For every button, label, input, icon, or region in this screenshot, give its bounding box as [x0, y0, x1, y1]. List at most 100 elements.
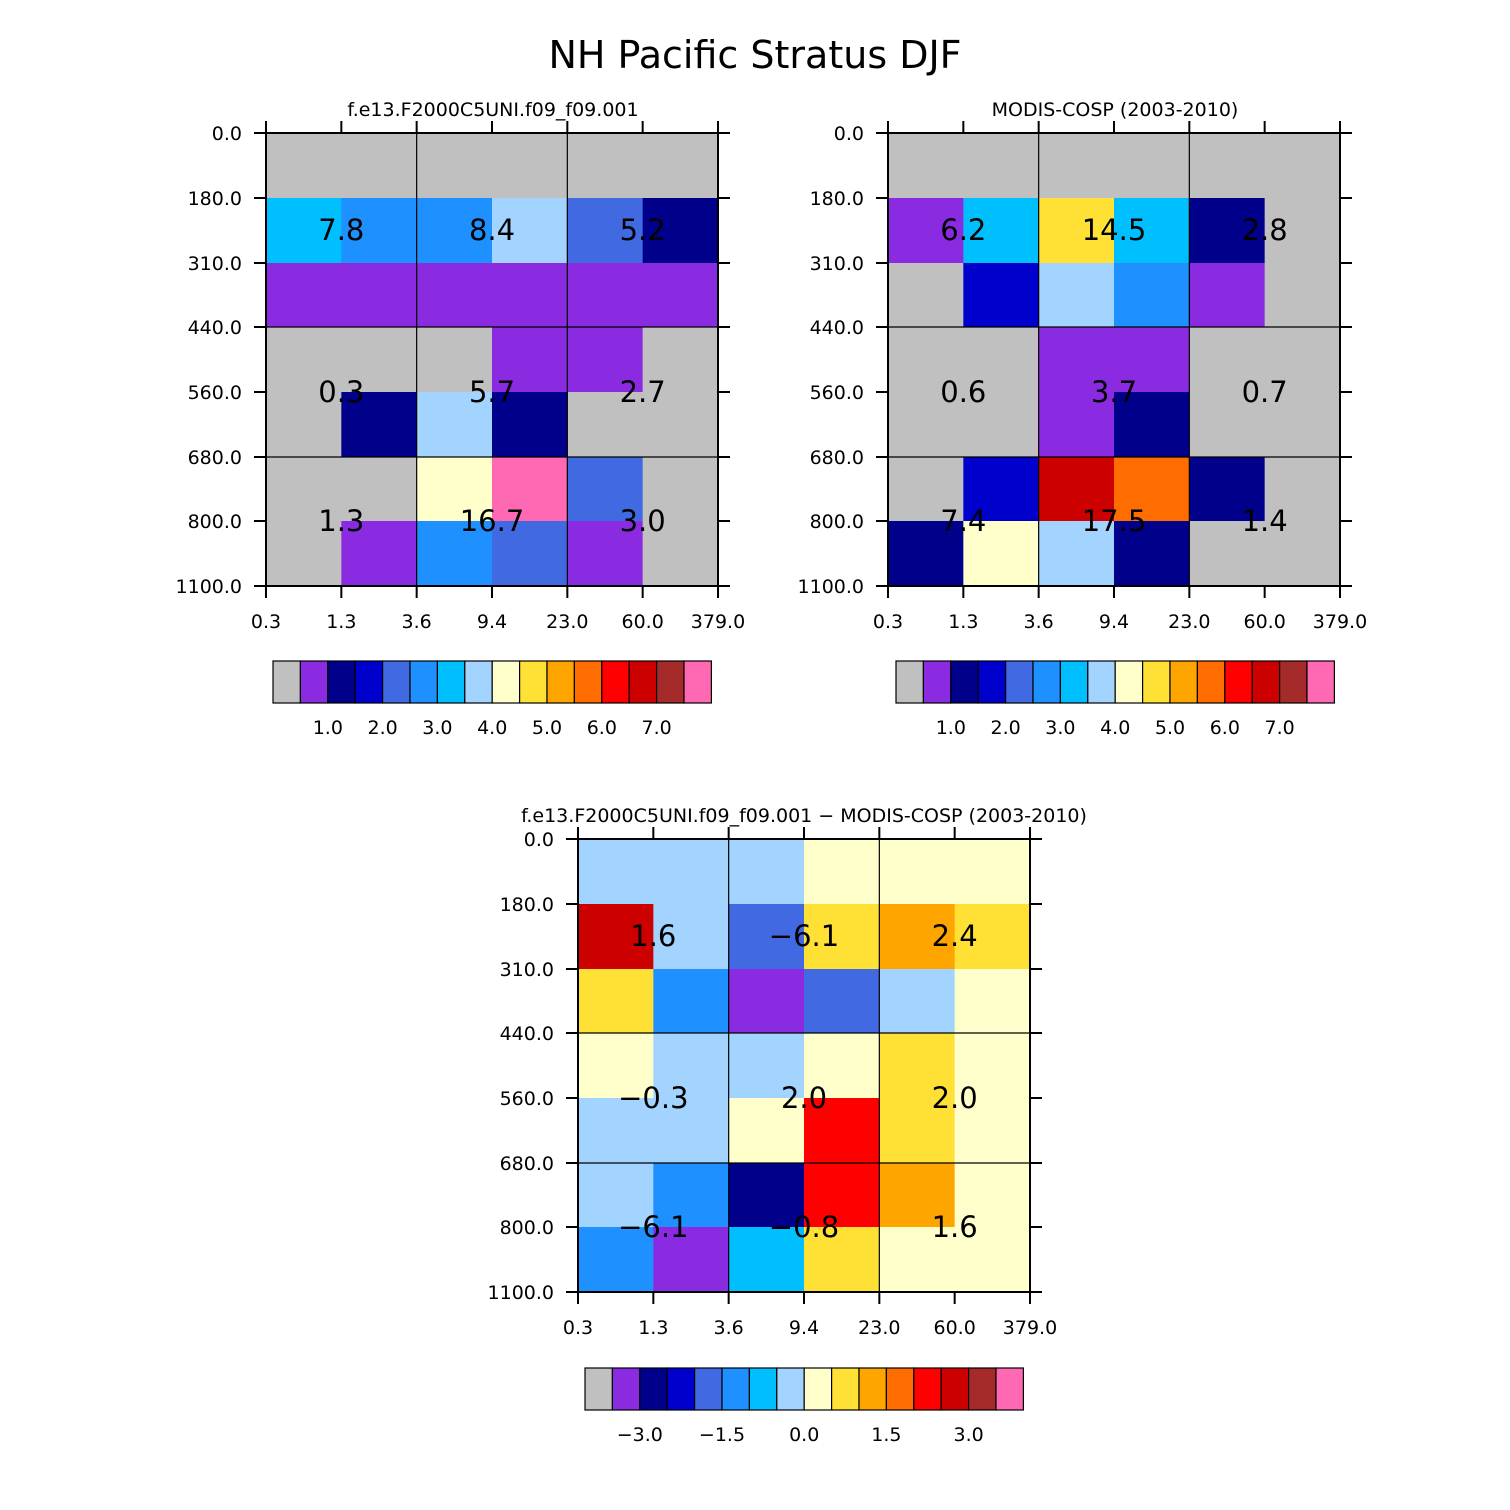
colorbar-box: [1032, 660, 1061, 704]
x-tick-label: 1.3: [638, 1317, 668, 1339]
colorbar-box: [748, 1367, 778, 1411]
data-label: −6.1: [618, 1210, 688, 1244]
colorbar-label: 5.0: [532, 717, 562, 739]
heatmap-cell: [266, 327, 342, 393]
heatmap-cell: [642, 133, 719, 199]
x-tick-label: 23.0: [546, 611, 588, 633]
data-label: 5.7: [469, 375, 515, 409]
heatmap-cell: [341, 521, 418, 587]
y-tick-label: 680.0: [188, 447, 242, 469]
heatmap-cell: [804, 904, 880, 970]
heatmap-cell: [888, 327, 964, 393]
y-tick-label: 560.0: [500, 1088, 554, 1110]
heatmap-cell: [963, 521, 1040, 587]
colorbar-box: [1278, 660, 1308, 704]
heatmap-cell: [266, 457, 342, 522]
colorbar-obs: 1.0 2.0 3.0 4.0 5.0 6.0 7.0: [895, 660, 1335, 739]
colorbar-box: [518, 660, 548, 704]
y-tick-label: 180.0: [810, 188, 864, 210]
data-label: 6.2: [940, 213, 986, 247]
colorbar-label: 7.0: [1264, 717, 1294, 739]
heatmap-cell: [888, 133, 964, 199]
heatmap-cell: [341, 392, 418, 458]
heatmap-cell: [954, 1098, 1031, 1164]
x-tick-label: 9.4: [1099, 611, 1129, 633]
heatmap-cell: [578, 1163, 654, 1228]
colorbar-box: [693, 1367, 723, 1411]
heatmap-cell: [653, 839, 730, 905]
x-tick-label: 23.0: [858, 1317, 900, 1339]
heatmap-cell: [642, 392, 719, 458]
heatmap-cell: [954, 839, 1031, 905]
heatmap-cell: [1038, 327, 1115, 393]
colorbar-box: [803, 1367, 833, 1411]
x-tick-label: 3.6: [714, 1317, 744, 1339]
data-label: 3.7: [1091, 375, 1137, 409]
heatmap-cell: [728, 904, 805, 970]
colorbar-box: [967, 1367, 997, 1411]
data-label: 5.2: [620, 213, 666, 247]
heatmap-cell: [954, 1033, 1031, 1099]
heatmap-cell: [879, 969, 956, 1034]
colorbar-label: 1.5: [871, 1424, 901, 1446]
colorbar-box: [272, 660, 301, 704]
colorbar-box: [922, 660, 952, 704]
heatmap-cell: [492, 392, 568, 458]
heatmap-cell: [1114, 133, 1190, 199]
colorbar-label: 2.0: [990, 717, 1020, 739]
heatmap-cell: [888, 198, 964, 264]
heatmap-cell: [954, 1227, 1031, 1293]
heatmap-cell: [963, 263, 1040, 328]
y-tick-label: 440.0: [500, 1023, 554, 1045]
panel-model: f.e13.F2000C5UNI.f09_f09.001 0.0 180.0 310…: [176, 99, 746, 633]
heatmap-cell: [1189, 133, 1266, 199]
heatmap-cell: [1189, 521, 1266, 587]
heatmap-cell: [578, 1098, 654, 1164]
y-tick-label: 560.0: [188, 382, 242, 404]
colorbar-box: [327, 660, 356, 704]
heatmap-cell: [1264, 457, 1341, 522]
heatmap-cell: [728, 839, 805, 905]
heatmap-cell: [416, 133, 493, 199]
colorbar-box: [584, 1367, 613, 1411]
heatmap-cell: [1264, 327, 1341, 393]
data-label: 2.8: [1242, 213, 1288, 247]
x-tick-label: 9.4: [789, 1317, 819, 1339]
heatmap-cell: [578, 1033, 654, 1099]
heatmap-cell: [341, 327, 418, 393]
y-tick-label: 0.0: [834, 123, 864, 145]
heatmap-cell: [1264, 521, 1341, 587]
x-tick-label: 379.0: [691, 611, 745, 633]
colorbar-box: [573, 660, 603, 704]
y-tick-label: 800.0: [500, 1217, 554, 1239]
colorbar-box: [491, 660, 521, 704]
x-tick-label: 1.3: [948, 611, 978, 633]
heatmap-cell: [653, 904, 730, 970]
colorbar-label: 4.0: [477, 717, 507, 739]
heatmap-cell: [1264, 392, 1341, 458]
heatmap-cell: [578, 839, 654, 905]
heatmap-cell: [266, 263, 342, 328]
heatmap-cell: [1038, 457, 1115, 522]
heatmap-cell: [341, 133, 418, 199]
heatmap-cell: [1114, 392, 1190, 458]
heatmap-cell: [879, 1227, 956, 1293]
heatmap-cell: [642, 198, 719, 264]
colorbar-label: 6.0: [1210, 717, 1240, 739]
panel-model-title: f.e13.F2000C5UNI.f09_f09.001: [347, 99, 638, 121]
data-label: 16.7: [460, 504, 525, 538]
heatmap-cell: [578, 969, 654, 1034]
heatmap-cell: [879, 1033, 956, 1099]
x-tick-label: 0.3: [251, 611, 281, 633]
heatmap-cell: [728, 1033, 805, 1099]
heatmap-cell: [1038, 198, 1115, 264]
heatmap-cell: [567, 133, 644, 199]
heatmap-cell: [954, 904, 1031, 970]
x-tick-label: 9.4: [477, 611, 507, 633]
y-tick-label: 180.0: [188, 188, 242, 210]
x-tick-label: 23.0: [1168, 611, 1210, 633]
colorbar-box: [666, 1367, 696, 1411]
heatmap-cell: [804, 839, 880, 905]
colorbar-box: [299, 660, 329, 704]
